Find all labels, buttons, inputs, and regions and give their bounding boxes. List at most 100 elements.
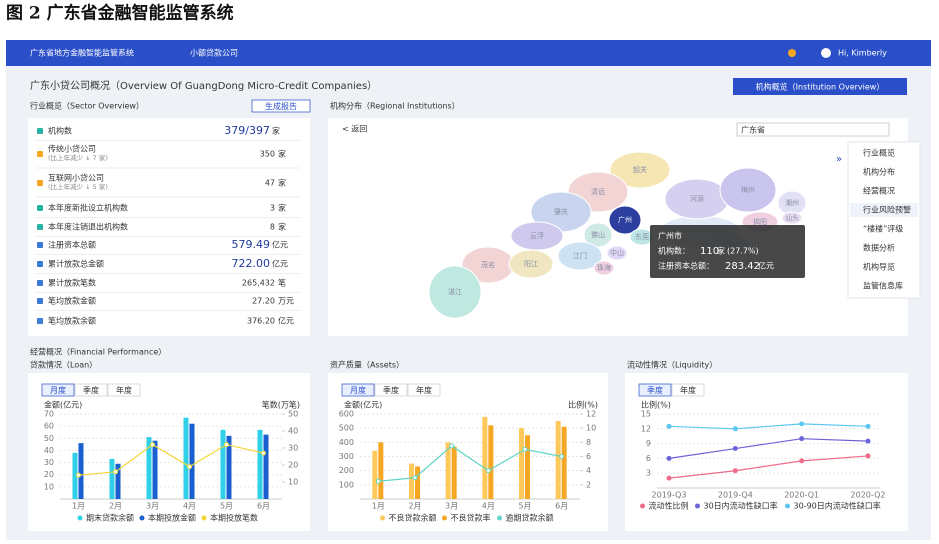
report-button-label[interactable]: 生成报告	[265, 101, 297, 111]
menu-item[interactable]: 数据分析	[863, 243, 895, 253]
region-label: 汕头	[785, 213, 799, 222]
region-label: 河源	[690, 194, 704, 203]
tab-label[interactable]: 年度	[680, 385, 696, 395]
tooltip-text: (27.7%)	[727, 247, 759, 256]
point	[262, 451, 266, 455]
bar	[153, 441, 158, 499]
point	[114, 470, 118, 474]
x-tick-label: 1月	[372, 502, 385, 511]
point	[523, 447, 527, 451]
back-link[interactable]: < 返回	[342, 125, 367, 134]
region-label: 东莞	[635, 232, 649, 241]
tab-label[interactable]: 年度	[116, 385, 132, 395]
chart-title: 资产质量（Assets）	[330, 360, 404, 370]
row-unit: 亿元	[278, 316, 294, 326]
menu-item[interactable]: 机构分布	[863, 167, 895, 177]
legend-swatch	[640, 504, 645, 509]
menu-item[interactable]: 机构导览	[863, 262, 895, 272]
row-value: 3	[270, 204, 275, 213]
row-value: 27.20	[252, 297, 275, 306]
point	[800, 422, 804, 426]
nav-module[interactable]: 小额贷款公司	[190, 48, 238, 58]
bar	[258, 430, 263, 499]
region-label: 云浮	[530, 231, 544, 240]
region-label: 中山	[610, 248, 624, 257]
bar	[264, 435, 269, 499]
row-unit: 亿元	[272, 259, 288, 269]
bar	[378, 442, 383, 499]
region-label: 梅州	[741, 185, 755, 194]
point	[667, 424, 671, 428]
row-value: 47	[265, 179, 275, 188]
notice-icon[interactable]	[788, 49, 796, 57]
point	[188, 465, 192, 469]
menu-item[interactable]: 经营概况	[863, 186, 895, 196]
y2-tick-label: 12	[586, 410, 596, 419]
tab-label[interactable]: 年度	[416, 385, 432, 395]
row-icon	[37, 151, 43, 157]
y-tick-label: 9	[646, 439, 651, 448]
region-select-value[interactable]: 广东省	[741, 125, 765, 135]
y-tick-label: 100	[339, 480, 354, 489]
region-label: 揭阳	[753, 217, 767, 226]
x-tick-label: 5月	[518, 502, 531, 511]
tab-label[interactable]: 季度	[383, 385, 399, 395]
tooltip-text: 亿元	[758, 261, 774, 271]
x-tick-label: 5月	[220, 502, 233, 511]
row-icon	[37, 128, 43, 134]
y-tick-label: 10	[44, 482, 54, 491]
tab-label[interactable]: 月度	[50, 385, 66, 395]
region-label: 珠海	[597, 263, 611, 272]
bar	[452, 447, 457, 499]
point	[667, 476, 671, 480]
point	[800, 459, 804, 463]
legend-swatch	[695, 504, 700, 509]
tooltip-text: 家	[717, 246, 725, 256]
row-label: 注册资本总额	[48, 240, 96, 250]
nav-user[interactable]: Hi, Kimberly	[838, 49, 887, 58]
point	[413, 476, 417, 480]
menu-item[interactable]: 行业风险预警	[863, 205, 911, 215]
row-unit: 万元	[278, 297, 294, 306]
region-label: 清远	[591, 187, 605, 196]
tab-label[interactable]: 季度	[83, 385, 99, 395]
figure-caption: 图 2 广东省金融智能监管系统	[6, 3, 234, 24]
tab-label[interactable]: 月度	[350, 385, 366, 395]
region-label: 江门	[573, 251, 587, 260]
legend-swatch	[78, 516, 83, 521]
tooltip-text: 283.42	[725, 261, 760, 272]
collapse-icon[interactable]: »	[836, 154, 842, 165]
menu-item[interactable]: 行业概览	[863, 148, 895, 158]
row-value: 376.20	[247, 317, 275, 326]
bar	[190, 424, 195, 499]
bar	[519, 428, 524, 499]
bar	[221, 430, 226, 499]
point	[151, 443, 155, 447]
overview-button-label[interactable]: 机构概览（Institution Overview）	[756, 82, 885, 92]
row-icon	[37, 318, 43, 324]
row-icon	[37, 224, 43, 230]
bar	[488, 425, 493, 499]
bar	[184, 418, 189, 499]
tab-label[interactable]: 季度	[647, 385, 663, 395]
row-unit: 笔	[278, 278, 286, 288]
point	[866, 424, 870, 428]
x-tick-label: 6月	[555, 502, 568, 511]
legend-label: 30日内流动性缺口率	[704, 501, 778, 511]
bar	[372, 451, 377, 499]
menu-item[interactable]: 监管信息库	[863, 281, 903, 291]
row-unit: 家	[278, 203, 286, 213]
menu-item[interactable]: “楼楼”评级	[863, 224, 903, 234]
row-label: 互联网小贷公司	[48, 173, 104, 183]
side-menu	[848, 142, 920, 298]
bar	[556, 421, 561, 499]
tooltip-text: 广州市	[658, 231, 682, 241]
row-label: 本年度注销退出机构数	[48, 222, 128, 232]
user-avatar[interactable]	[821, 48, 831, 58]
y-tick-label: 200	[339, 466, 354, 475]
y2-axis-title: 比例(%)	[568, 400, 598, 410]
legend-label: 流动性比例	[649, 501, 689, 511]
y-tick-label: 40	[44, 446, 54, 455]
y-axis-title: 比例(%)	[641, 400, 671, 410]
legend-swatch	[785, 504, 790, 509]
